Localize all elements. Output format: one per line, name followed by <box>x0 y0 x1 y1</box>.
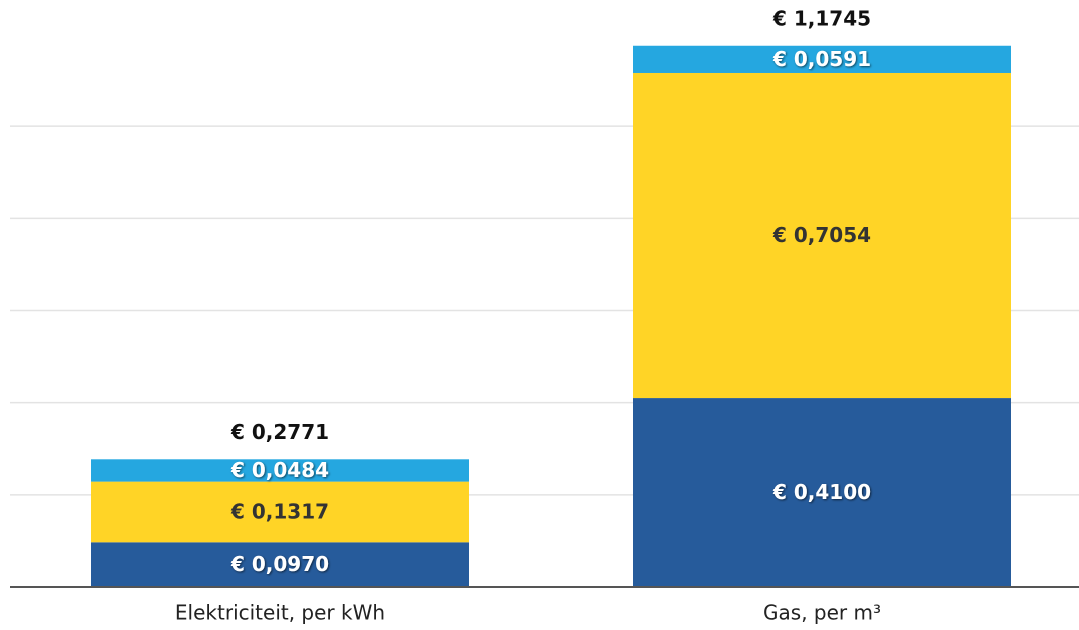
value-label: € 0,0591 <box>772 47 871 71</box>
value-label: € 0,1317 <box>230 499 329 523</box>
x-tick-label: Elektriciteit, per kWh <box>175 601 385 625</box>
bar-segment <box>91 459 469 482</box>
total-label: € 1,1745 <box>772 6 871 30</box>
value-label: € 0,0484 <box>230 458 329 482</box>
value-label: € 0,0970 <box>230 552 329 576</box>
total-label: € 0,2771 <box>230 420 329 444</box>
bar-segment <box>633 45 1011 73</box>
bar-segment <box>633 398 1011 587</box>
bar-segment <box>91 481 469 543</box>
value-label: € 0,7054 <box>772 223 871 247</box>
bar-segment <box>91 542 469 587</box>
bar-segment <box>633 72 1011 399</box>
value-label: € 0,4100 <box>772 480 871 504</box>
x-tick-label: Gas, per m³ <box>763 601 881 625</box>
